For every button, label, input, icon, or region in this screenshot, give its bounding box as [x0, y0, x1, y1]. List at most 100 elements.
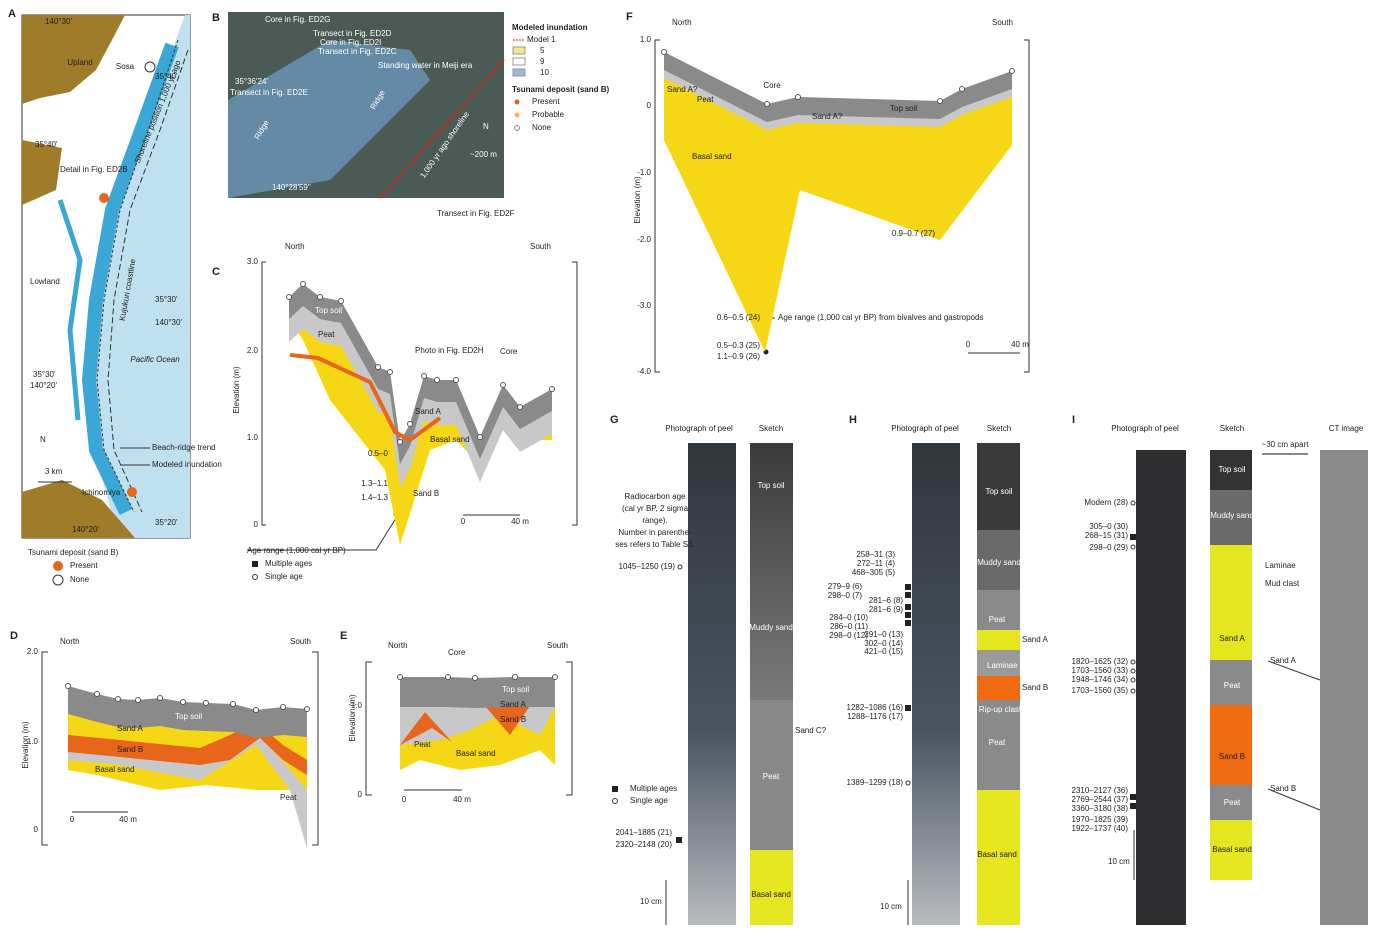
label: Ichinomiya — [82, 488, 121, 497]
label: Rip-up clast — [979, 705, 1022, 714]
core-site — [305, 707, 310, 712]
label: 0.5–0.3 (25) — [717, 341, 760, 350]
core-site — [136, 698, 141, 703]
label: Sand A — [1022, 635, 1048, 644]
label: 35°40' — [35, 140, 58, 149]
core-site — [388, 370, 393, 375]
label: 10 cm — [1108, 857, 1130, 866]
label: 0.6–0.5 (24) — [717, 313, 760, 322]
panel-letter: I — [1072, 414, 1075, 426]
label: -3.0 — [637, 301, 651, 310]
label: 1288–1176 (17) — [847, 712, 903, 721]
label: 2.0 — [247, 346, 259, 355]
label: 1820–1625 (32) — [1072, 657, 1129, 666]
core-site — [550, 387, 555, 392]
core-site — [376, 365, 381, 370]
label: 1045–1250 (19) — [619, 562, 676, 571]
label: Basal sand — [977, 850, 1017, 859]
core-site — [513, 675, 518, 680]
label: Elevation (m) — [21, 721, 30, 768]
label: 298–0 (29) — [1089, 543, 1128, 552]
label: 40 m — [119, 815, 137, 824]
label: Sosa — [116, 62, 135, 71]
label: Present — [532, 97, 560, 106]
label: 0 — [254, 520, 259, 529]
label: 3.0 — [247, 257, 259, 266]
core-site — [301, 282, 306, 287]
label: Top soil — [1218, 465, 1245, 474]
label: 279–9 (6) — [828, 582, 863, 591]
label: Sand B — [413, 489, 439, 498]
label: Elevation (m) — [348, 694, 357, 741]
label: 5 — [540, 46, 545, 55]
label: Laminae — [1265, 561, 1296, 570]
label: South — [547, 641, 568, 650]
label: Core in Fig. ED2G — [265, 15, 330, 24]
label: Core — [448, 648, 466, 657]
label: N — [40, 435, 46, 444]
label: 35°30' — [155, 295, 178, 304]
label: Core — [763, 81, 781, 90]
label: Peat — [989, 738, 1006, 747]
label: Sand B — [1022, 683, 1048, 692]
label: ~30 cm apart — [1262, 440, 1310, 449]
label: Sand A? — [667, 85, 698, 94]
label: Standing water in Meiji era — [378, 61, 473, 70]
panel-letter: H — [849, 414, 857, 426]
label: Basal sand — [95, 765, 135, 774]
label: Sand B — [1219, 752, 1245, 761]
label: Sand C? — [795, 726, 827, 735]
label: Modeled inundation — [152, 460, 222, 469]
core-site — [281, 705, 286, 710]
label: North — [388, 641, 408, 650]
label: CT image — [1329, 424, 1364, 433]
label: ses refers to Table S3. — [615, 540, 694, 549]
core-site — [95, 692, 100, 697]
label: Top soil — [985, 487, 1012, 496]
label: South — [530, 242, 551, 251]
label: 140°28'59" — [272, 183, 311, 192]
label: Detail in Fig. ED2B — [60, 165, 128, 174]
label: 40 m — [453, 795, 471, 804]
label: 0.5–0 — [368, 449, 389, 458]
label: Transect in Fig. ED2E — [230, 88, 308, 97]
label: South — [290, 637, 311, 646]
label: 10 cm — [880, 902, 902, 911]
label: Core — [500, 347, 518, 356]
core-site — [66, 684, 71, 689]
core-site — [435, 378, 440, 383]
core-site — [339, 299, 344, 304]
label: 2.0 — [27, 647, 39, 656]
label: 35°36'24' — [235, 77, 268, 86]
label: 1703–1560 (33) — [1072, 666, 1129, 675]
panel-letter: F — [626, 11, 633, 23]
label: 9 — [540, 57, 545, 66]
label: Peat — [1224, 798, 1241, 807]
label: Basal sand — [430, 435, 470, 444]
label: -1.0 — [637, 168, 651, 177]
label: 291–0 (13) — [864, 630, 903, 639]
label: Present — [70, 561, 98, 570]
label: Basal sand — [692, 152, 732, 161]
label: Top soil — [175, 712, 202, 721]
label: Age range (1,000 cal yr BP) — [247, 546, 346, 555]
label: Peat — [318, 330, 335, 339]
label: Sand B — [117, 745, 143, 754]
label: Radiocarbon age — [625, 492, 686, 501]
label: North — [60, 637, 80, 646]
label: Peat — [697, 95, 714, 104]
core-site — [181, 700, 186, 705]
page: A140°30'UplandSosa35°40'Shoreline positi… — [0, 0, 1375, 929]
label: 0 — [34, 825, 39, 834]
label: Mud clast — [1265, 579, 1300, 588]
label: 1.4–1.3 — [361, 493, 388, 502]
label: ~200 m — [470, 150, 497, 159]
label: 1922–1737 (40) — [1072, 824, 1129, 833]
core-site — [662, 50, 667, 55]
label: Basal sand — [1212, 845, 1252, 854]
panel-letter: D — [10, 630, 18, 642]
label: Basal sand — [456, 749, 496, 758]
label: 1970–1825 (39) — [1072, 815, 1129, 824]
label: Muddy sand — [749, 623, 793, 632]
label: Modeled inundation — [512, 23, 588, 32]
